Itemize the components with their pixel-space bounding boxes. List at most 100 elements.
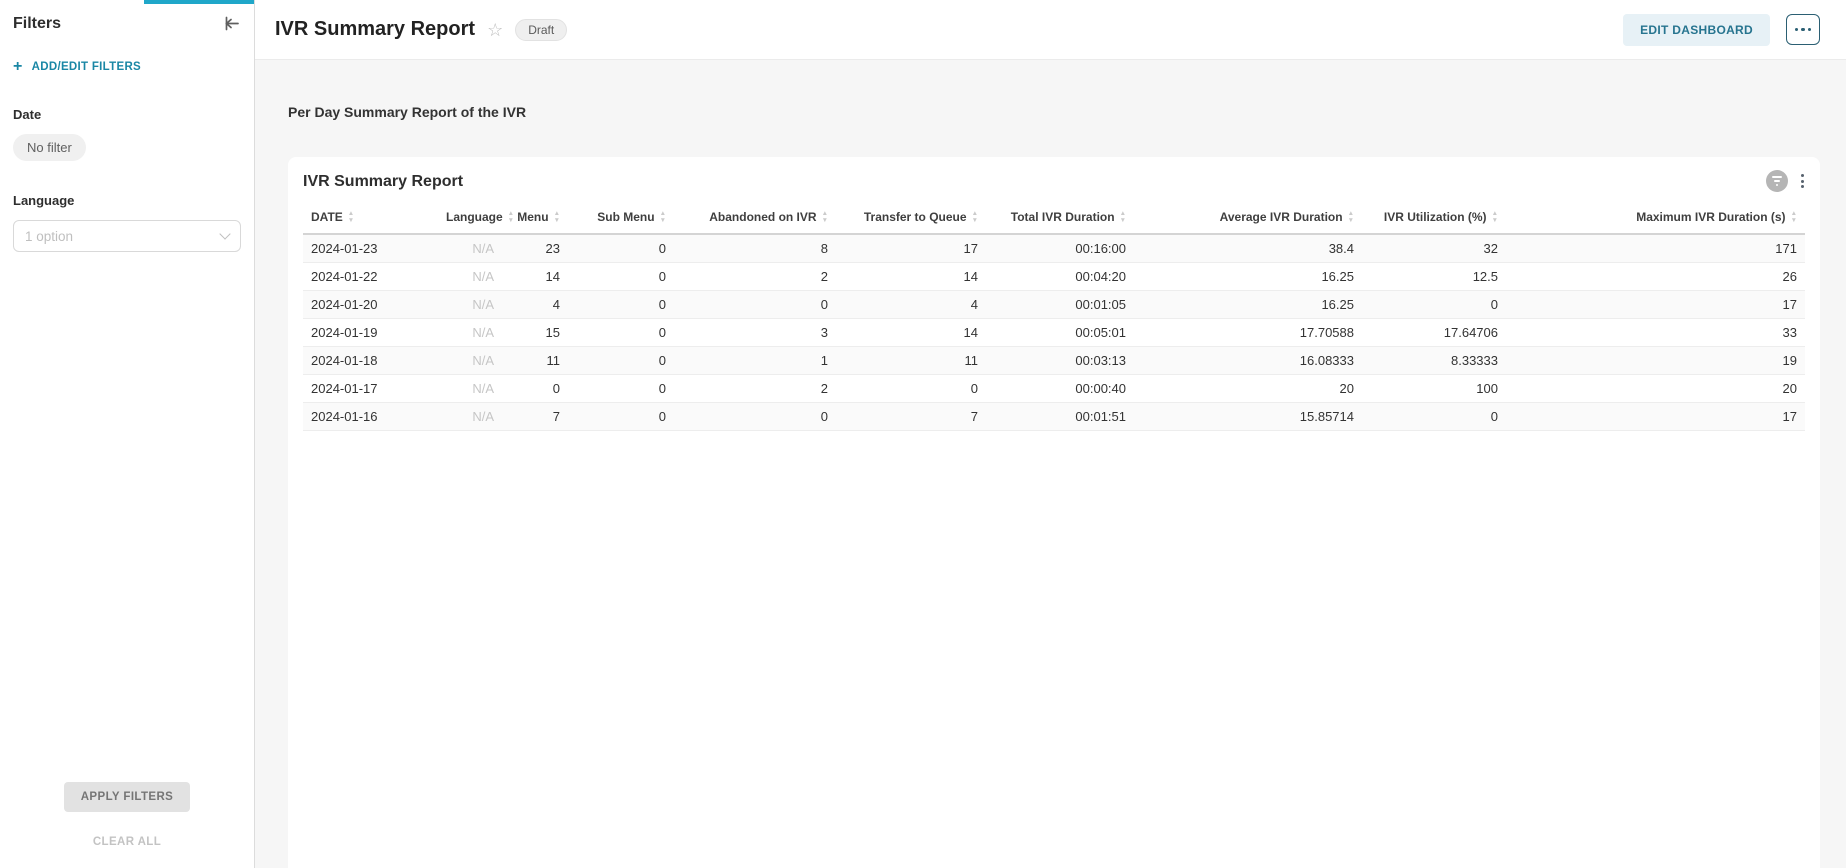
table-row: 2024-01-22 N/A 14 0 2 14 00:04:20 16.25 12.5 26	[303, 262, 1805, 291]
cell-ivr-utilization: 32	[1362, 233, 1506, 263]
filters-sidebar: Filters + ADD/EDIT FILTERS Date No filte…	[0, 0, 255, 868]
column-header-ivr-utilization[interactable]: IVR Utilization (%) ▲ ▼	[1362, 205, 1506, 235]
cell-sub-menu: 0	[568, 374, 674, 403]
cell-date: 2024-01-23	[303, 233, 438, 263]
cell-maximum-ivr-duration-s: 171	[1506, 233, 1805, 263]
cell-average-ivr-duration: 16.08333	[1134, 346, 1362, 375]
sort-icon[interactable]: ▲ ▼	[1790, 209, 1797, 225]
cell-menu: 7	[502, 402, 568, 431]
cell-sub-menu: 0	[568, 402, 674, 431]
add-edit-filters-button[interactable]: + ADD/EDIT FILTERS	[13, 59, 241, 75]
filter-indicator-icon[interactable]	[1766, 170, 1788, 192]
date-filter-value-chip[interactable]: No filter	[13, 134, 86, 161]
cell-date: 2024-01-16	[303, 402, 438, 431]
table-row: 2024-01-19 N/A 15 0 3 14 00:05:01 17.70588 17.64…	[303, 318, 1805, 347]
cell-menu: 14	[502, 262, 568, 291]
cell-ivr-utilization: 12.5	[1362, 262, 1506, 291]
cell-average-ivr-duration: 20	[1134, 374, 1362, 403]
column-label: Language	[446, 210, 503, 224]
column-label: Average IVR Duration	[1219, 210, 1343, 224]
column-header-transfer-to-queue[interactable]: Transfer to Queue ▲ ▼	[836, 205, 986, 235]
table-row: 2024-01-18 N/A 11 0 1 11 00:03:13 16.08333 8.333…	[303, 346, 1805, 375]
sort-icon[interactable]: ▲ ▼	[821, 209, 828, 225]
cell-menu: 4	[502, 290, 568, 319]
date-filter-label: Date	[13, 107, 42, 122]
sort-icon[interactable]: ▲ ▼	[1347, 209, 1354, 225]
language-filter-select[interactable]: 1 option	[13, 220, 241, 252]
cell-average-ivr-duration: 38.4	[1134, 233, 1362, 263]
column-header-abandoned-on-ivr[interactable]: Abandoned on IVR ▲ ▼	[674, 205, 836, 235]
more-horizontal-icon[interactable]	[1786, 14, 1820, 45]
table-row: 2024-01-16 N/A 7 0 0 7 00:01:51 15.85714 0 17	[303, 402, 1805, 431]
plus-icon: +	[13, 58, 23, 75]
column-header-maximum-ivr-duration-s[interactable]: Maximum IVR Duration (s) ▲ ▼	[1506, 205, 1805, 235]
cell-maximum-ivr-duration-s: 17	[1506, 290, 1805, 319]
sort-icon[interactable]: ▲ ▼	[347, 209, 355, 225]
cell-total-ivr-duration: 00:03:13	[986, 346, 1134, 375]
cell-date: 2024-01-19	[303, 318, 438, 347]
cell-maximum-ivr-duration-s: 17	[1506, 402, 1805, 431]
page-title: IVR Summary Report	[275, 18, 476, 40]
sidebar-header: Filters	[13, 14, 241, 33]
sidebar-accent-bar	[144, 0, 254, 4]
apply-filters-button[interactable]: APPLY FILTERS	[63, 782, 191, 812]
cell-transfer-to-queue: 14	[836, 262, 986, 291]
card-actions	[1766, 170, 1806, 192]
sort-icon[interactable]: ▲ ▼	[507, 209, 515, 225]
dashboard-content: Per Day Summary Report of the IVR IVR Su…	[255, 60, 1846, 868]
cell-abandoned-on-ivr: 0	[674, 290, 836, 319]
cell-transfer-to-queue: 0	[836, 374, 986, 403]
edit-dashboard-button[interactable]: EDIT DASHBOARD	[1623, 13, 1770, 46]
cell-language: N/A	[438, 233, 502, 263]
favorite-star-icon[interactable]: ☆	[487, 19, 504, 40]
cell-transfer-to-queue: 11	[836, 346, 986, 375]
filters-panel-title: Filters	[13, 14, 62, 32]
cell-abandoned-on-ivr: 1	[674, 346, 836, 375]
column-header-date[interactable]: DATE ▲ ▼	[303, 205, 438, 235]
cell-total-ivr-duration: 00:01:05	[986, 290, 1134, 319]
collapse-filters-icon[interactable]	[222, 14, 241, 33]
clear-all-button[interactable]: CLEAR ALL	[92, 836, 162, 848]
column-header-language[interactable]: Language ▲ ▼	[438, 205, 514, 235]
column-header-average-ivr-duration[interactable]: Average IVR Duration ▲ ▼	[1134, 205, 1362, 235]
cell-maximum-ivr-duration-s: 19	[1506, 346, 1805, 375]
cell-total-ivr-duration: 00:04:20	[986, 262, 1134, 291]
cell-abandoned-on-ivr: 3	[674, 318, 836, 347]
cell-ivr-utilization: 17.64706	[1362, 318, 1506, 347]
sort-icon[interactable]: ▲ ▼	[971, 209, 978, 225]
cell-abandoned-on-ivr: 0	[674, 402, 836, 431]
column-label: Sub Menu	[597, 210, 655, 224]
sort-icon[interactable]: ▲ ▼	[553, 209, 560, 225]
cell-language: N/A	[438, 346, 502, 375]
status-badge: Draft	[515, 18, 568, 41]
cell-menu: 0	[502, 374, 568, 403]
dashboard-header: IVR Summary Report ☆ Draft EDIT DASHBOAR…	[255, 0, 1846, 60]
column-header-sub-menu[interactable]: Sub Menu ▲ ▼	[568, 205, 674, 235]
cell-menu: 11	[502, 346, 568, 375]
column-label: Maximum IVR Duration (s)	[1636, 210, 1786, 224]
cell-average-ivr-duration: 16.25	[1134, 262, 1362, 291]
more-vertical-icon[interactable]	[1799, 172, 1806, 190]
column-header-menu[interactable]: Menu ▲ ▼	[502, 205, 568, 235]
cell-total-ivr-duration: 00:00:40	[986, 374, 1134, 403]
table-row: 2024-01-20 N/A 4 0 0 4 00:01:05 16.25 0 17	[303, 290, 1805, 319]
cell-total-ivr-duration: 00:01:51	[986, 402, 1134, 431]
sort-icon[interactable]: ▲ ▼	[1491, 209, 1498, 225]
cell-ivr-utilization: 100	[1362, 374, 1506, 403]
cell-sub-menu: 0	[568, 346, 674, 375]
chevron-down-icon	[219, 228, 231, 240]
cell-language: N/A	[438, 402, 502, 431]
sort-icon[interactable]: ▲ ▼	[659, 209, 666, 225]
sort-icon[interactable]: ▲ ▼	[1119, 209, 1126, 225]
main-area: IVR Summary Report ☆ Draft EDIT DASHBOAR…	[255, 0, 1846, 868]
column-label: Abandoned on IVR	[709, 210, 817, 224]
cell-date: 2024-01-18	[303, 346, 438, 375]
column-label: DATE	[311, 210, 343, 224]
card-title: IVR Summary Report	[303, 173, 464, 190]
add-edit-filters-label: ADD/EDIT FILTERS	[31, 61, 142, 73]
cell-total-ivr-duration: 00:16:00	[986, 233, 1134, 263]
cell-date: 2024-01-22	[303, 262, 438, 291]
cell-maximum-ivr-duration-s: 26	[1506, 262, 1805, 291]
column-label: IVR Utilization (%)	[1383, 210, 1487, 224]
column-header-total-ivr-duration[interactable]: Total IVR Duration ▲ ▼	[986, 205, 1134, 235]
